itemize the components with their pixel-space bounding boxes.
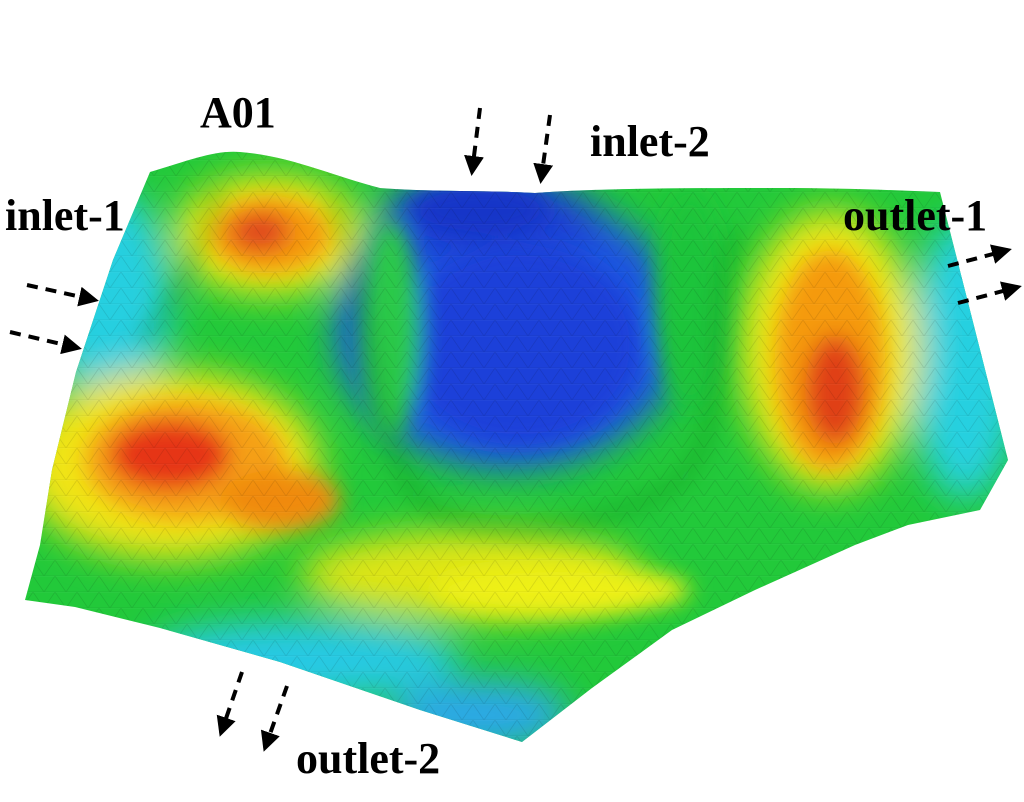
outlet-1-arrow-lower bbox=[957, 281, 1022, 305]
inlet-1-label: inlet-1 bbox=[5, 191, 125, 240]
inlet-2-arrow-left bbox=[464, 107, 484, 176]
flow-arrows bbox=[9, 107, 1022, 752]
inlet-1-arrow-lower bbox=[9, 330, 82, 355]
outlet-2-label: outlet-2 bbox=[296, 734, 441, 783]
inlet-1-arrow-upper bbox=[26, 283, 99, 307]
outlet-1-label: outlet-1 bbox=[843, 191, 988, 240]
outlet-2-arrow-left bbox=[216, 671, 244, 737]
inlet-2-arrow-right bbox=[533, 114, 554, 184]
outlet-2-arrow-right bbox=[260, 685, 289, 752]
figure-label: A01 bbox=[200, 88, 276, 137]
inlet-2-label: inlet-2 bbox=[590, 117, 710, 166]
outlet-1-arrow-upper bbox=[947, 244, 1012, 268]
